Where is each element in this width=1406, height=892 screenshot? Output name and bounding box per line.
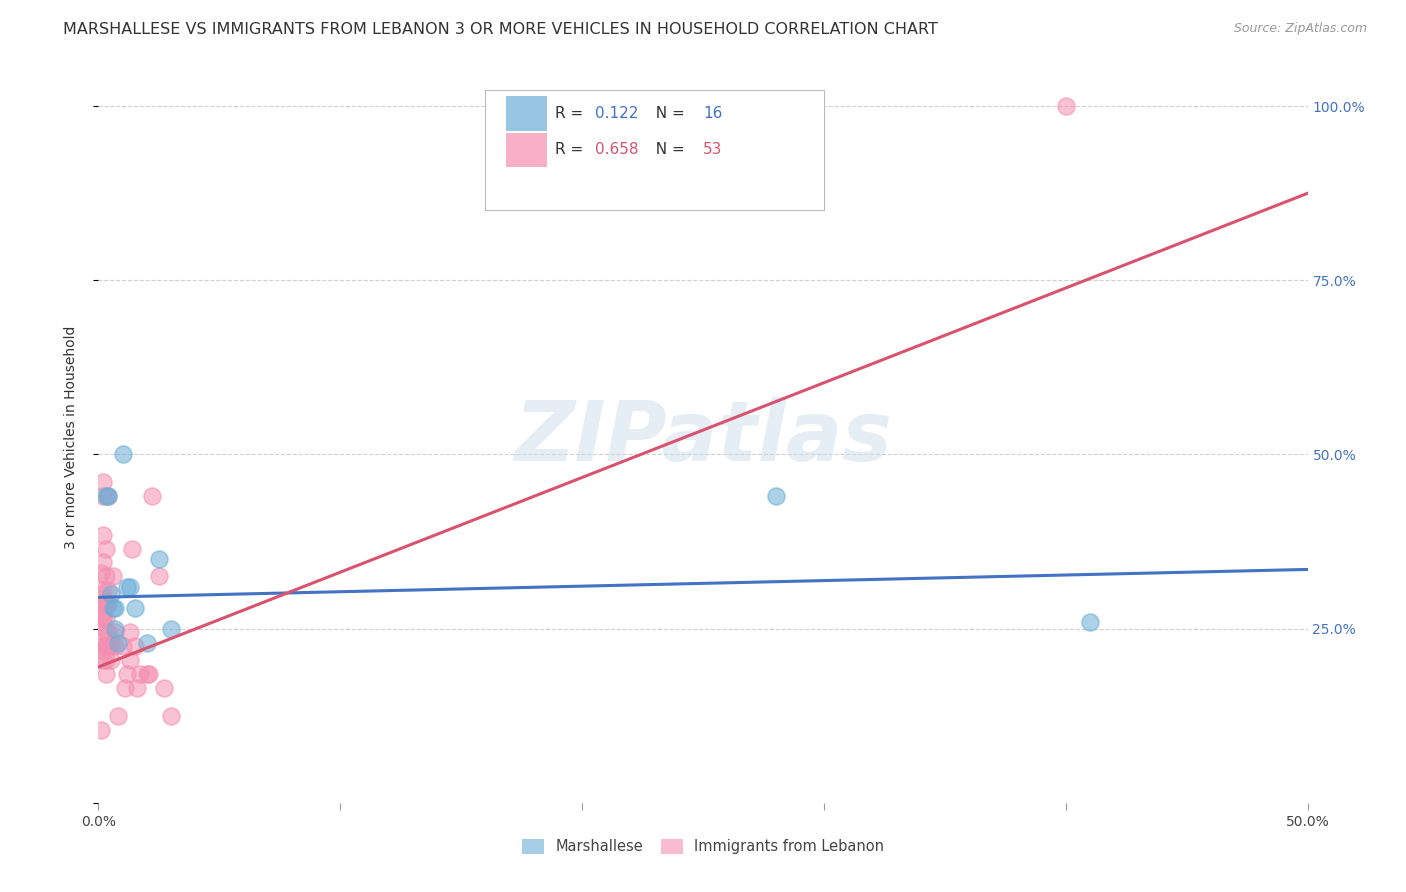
Point	[91, 625, 114, 640]
Point	[118, 625, 141, 640]
Point	[91, 475, 114, 490]
Text: ZIPatlas: ZIPatlas	[515, 397, 891, 477]
Point	[765, 489, 787, 503]
Point	[114, 681, 136, 695]
Text: 16: 16	[703, 106, 723, 121]
Point	[118, 580, 141, 594]
Point	[94, 597, 117, 611]
Point	[127, 681, 149, 695]
Point	[124, 600, 146, 615]
Point	[101, 569, 124, 583]
Point	[94, 541, 117, 556]
Point	[104, 622, 127, 636]
Point	[117, 667, 139, 681]
Point	[91, 556, 114, 570]
Text: 0.122: 0.122	[595, 106, 638, 121]
Point	[97, 597, 120, 611]
Point	[91, 489, 114, 503]
Point	[104, 625, 127, 640]
Text: 0.658: 0.658	[595, 143, 638, 158]
Point	[90, 642, 112, 657]
Point	[160, 708, 183, 723]
Point	[121, 541, 143, 556]
Point	[94, 653, 117, 667]
FancyBboxPatch shape	[506, 133, 547, 167]
Point	[141, 489, 163, 503]
Point	[118, 653, 141, 667]
Point	[124, 639, 146, 653]
Text: Source: ZipAtlas.com: Source: ZipAtlas.com	[1233, 22, 1367, 36]
Text: MARSHALLESE VS IMMIGRANTS FROM LEBANON 3 OR MORE VEHICLES IN HOUSEHOLD CORRELATI: MARSHALLESE VS IMMIGRANTS FROM LEBANON 3…	[63, 22, 938, 37]
Point	[91, 583, 114, 598]
Point	[94, 611, 117, 625]
Text: 53: 53	[703, 143, 723, 158]
Point	[104, 600, 127, 615]
Point	[94, 569, 117, 583]
Text: N =: N =	[647, 106, 690, 121]
Point	[94, 639, 117, 653]
Point	[152, 681, 174, 695]
FancyBboxPatch shape	[506, 96, 547, 130]
Point	[117, 580, 139, 594]
Point	[138, 667, 160, 681]
Point	[90, 607, 112, 622]
Y-axis label: 3 or more Vehicles in Household: 3 or more Vehicles in Household	[63, 326, 77, 549]
Point	[135, 635, 157, 649]
Point	[90, 566, 112, 580]
Point	[148, 569, 170, 583]
Point	[91, 639, 114, 653]
Point	[100, 639, 122, 653]
Point	[90, 723, 112, 737]
Legend: Marshallese, Immigrants from Lebanon: Marshallese, Immigrants from Lebanon	[515, 831, 891, 862]
Point	[100, 587, 122, 601]
Point	[91, 597, 114, 611]
Point	[91, 611, 114, 625]
Point	[111, 448, 134, 462]
FancyBboxPatch shape	[485, 90, 824, 211]
Point	[97, 489, 120, 503]
Point	[97, 583, 120, 598]
Point	[160, 622, 183, 636]
Text: N =: N =	[647, 143, 690, 158]
Point	[97, 639, 120, 653]
Point	[94, 625, 117, 640]
Point	[94, 489, 117, 503]
Point	[128, 667, 150, 681]
Text: R =: R =	[555, 106, 589, 121]
Point	[94, 639, 117, 653]
Point	[94, 597, 117, 611]
Point	[94, 667, 117, 681]
Point	[135, 667, 157, 681]
Point	[107, 708, 129, 723]
Point	[111, 639, 134, 653]
Text: R =: R =	[555, 143, 589, 158]
Point	[97, 489, 120, 503]
Point	[91, 653, 114, 667]
Point	[101, 600, 124, 615]
Point	[1078, 615, 1101, 629]
Point	[91, 527, 114, 541]
Point	[100, 653, 122, 667]
Point	[1054, 99, 1077, 113]
Point	[91, 611, 114, 625]
Point	[90, 587, 112, 601]
Point	[107, 635, 129, 649]
Point	[97, 625, 120, 640]
Point	[104, 639, 127, 653]
Point	[148, 552, 170, 566]
